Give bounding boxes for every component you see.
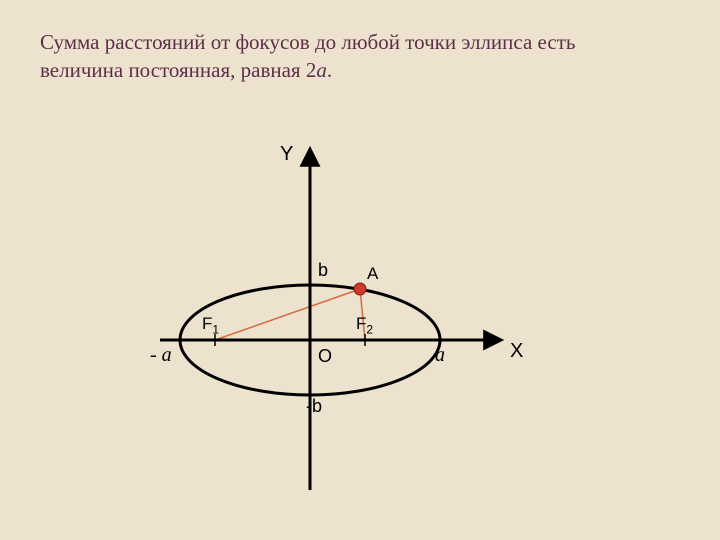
label-b: b bbox=[318, 260, 328, 281]
caption-line2-suffix: . bbox=[327, 58, 332, 82]
label-focus-2-sub: 2 bbox=[366, 322, 373, 336]
origin-label: O bbox=[318, 346, 332, 367]
label-focus-1-letter: F bbox=[202, 314, 212, 333]
ellipse-diagram: Y X O a - a b -b A F1 F2 bbox=[160, 140, 560, 500]
caption-line2-italic: а bbox=[316, 58, 327, 82]
axis-label-x: X bbox=[510, 340, 523, 363]
label-focus-2: F2 bbox=[356, 314, 373, 336]
caption-text: Сумма расстояний от фокусов до любой точ… bbox=[40, 28, 680, 85]
label-focus-2-letter: F bbox=[356, 314, 366, 333]
label-focus-1: F1 bbox=[202, 314, 219, 336]
label-neg-b: -b bbox=[306, 396, 322, 417]
axis-label-y: Y bbox=[280, 143, 293, 166]
caption-line2-prefix: величина постоянная, равная 2 bbox=[40, 58, 316, 82]
caption-line1: Сумма расстояний от фокусов до любой точ… bbox=[40, 30, 575, 54]
label-a: a bbox=[435, 344, 445, 367]
label-point-a: A bbox=[367, 264, 378, 284]
label-neg-a: - a bbox=[150, 344, 172, 367]
label-focus-1-sub: 1 bbox=[212, 322, 219, 336]
